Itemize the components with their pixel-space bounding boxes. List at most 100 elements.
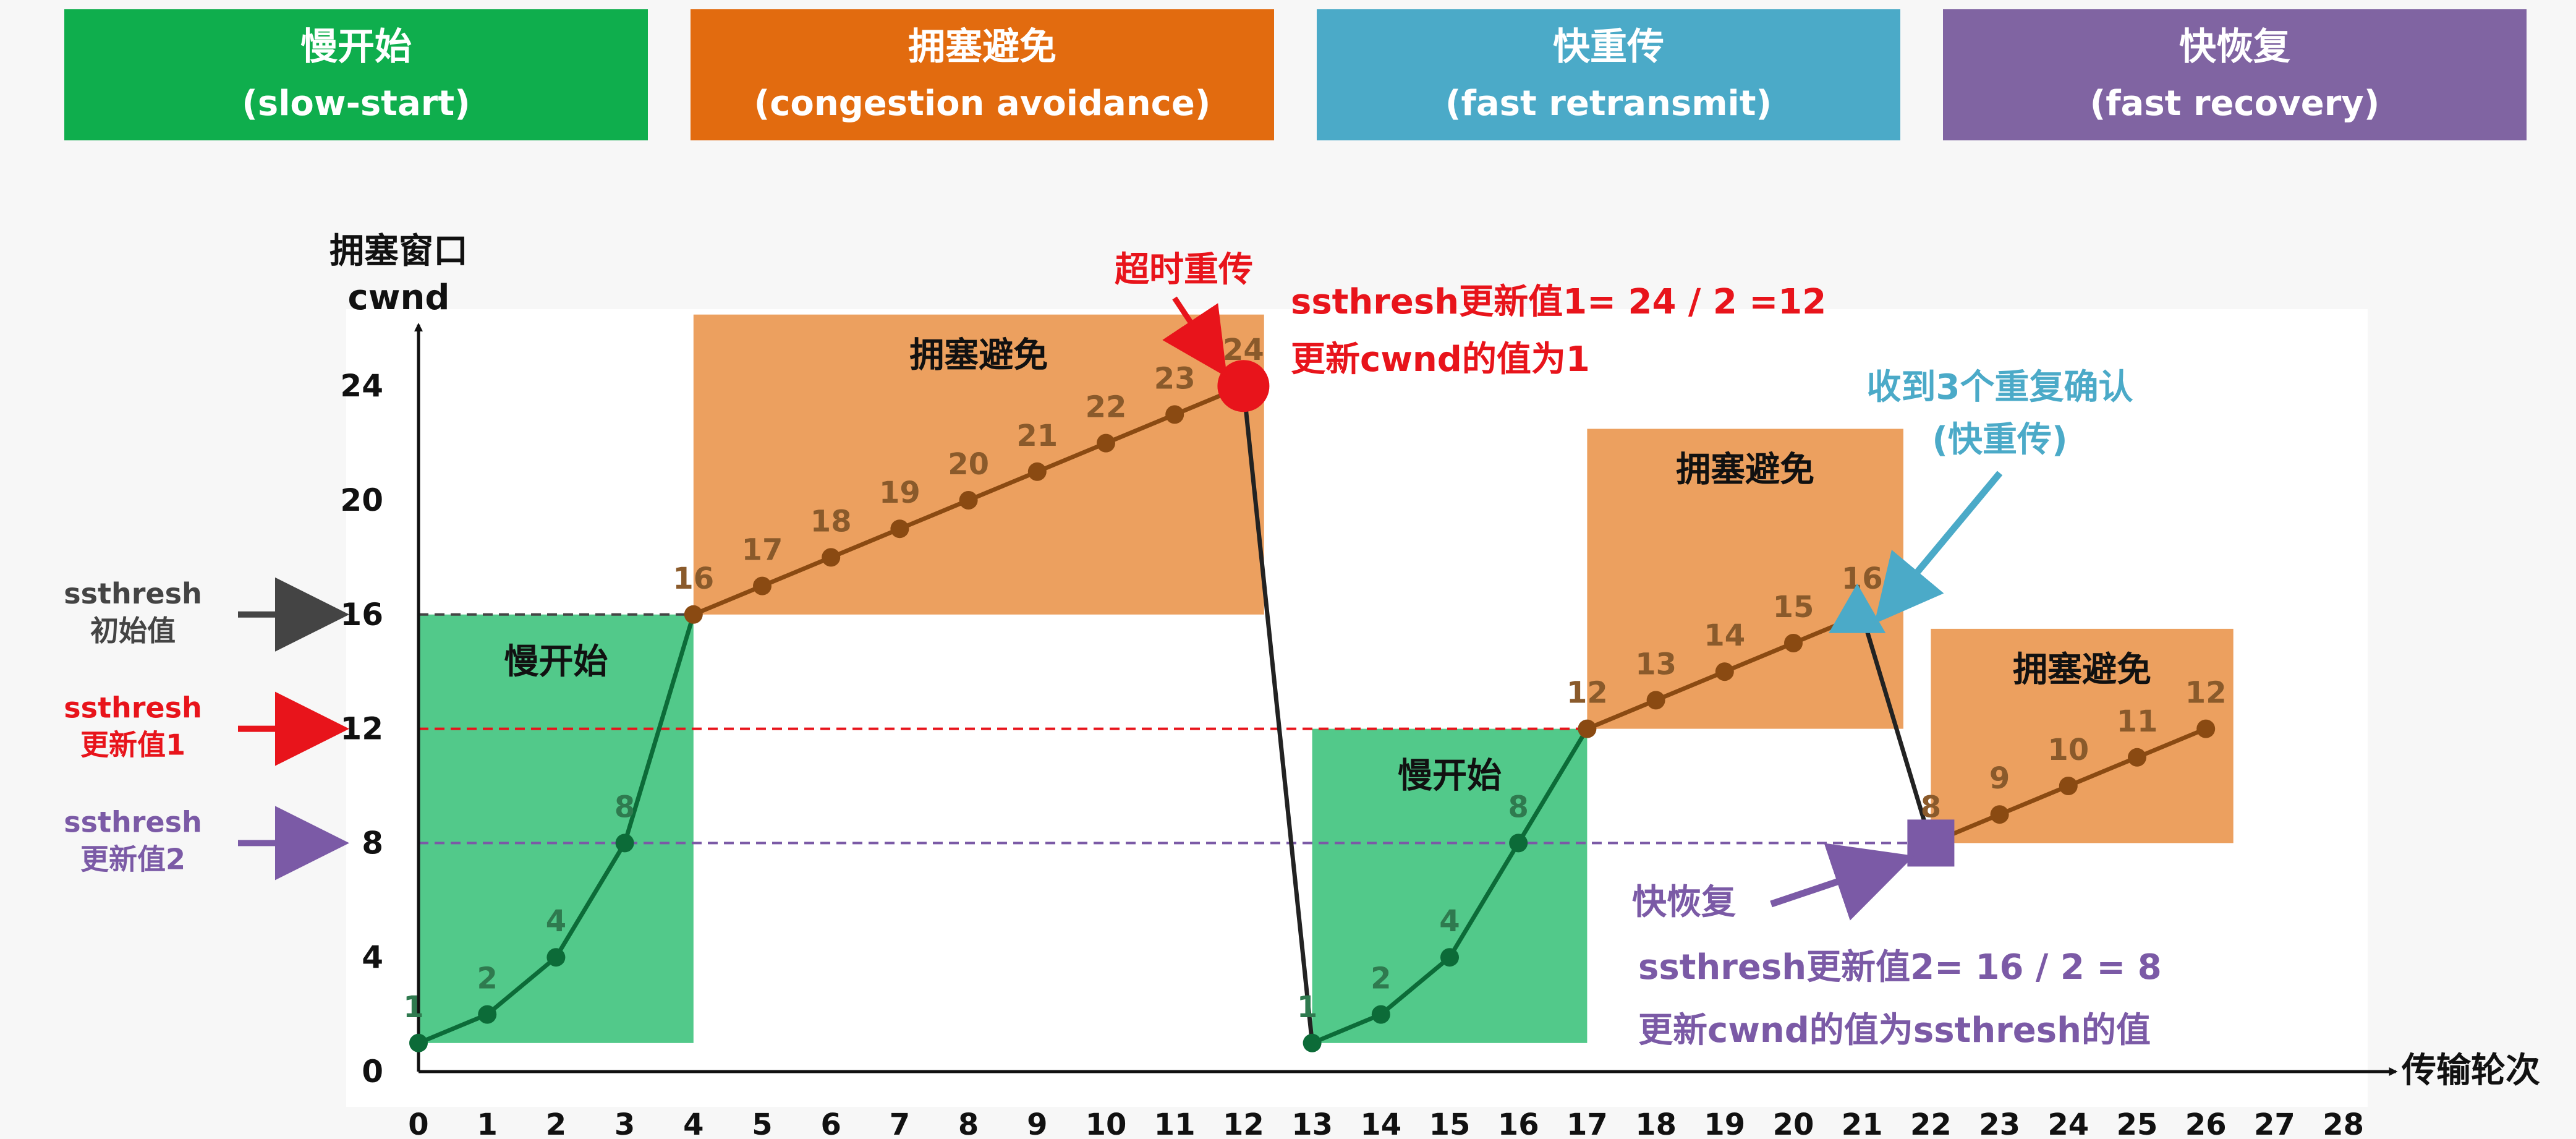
- banner-subtitle: (congestion avoidance): [754, 83, 1211, 124]
- data-point: [1303, 1033, 1322, 1052]
- point-label: 8: [614, 790, 635, 824]
- banner-fast-recovery: 快恢复 (fast recovery): [1943, 9, 2527, 140]
- fast-recovery-cwnd-note: 更新cwnd的值为ssthresh的值: [1638, 1010, 2151, 1051]
- point-label: 20: [948, 447, 989, 482]
- y-tick-label: 12: [340, 711, 383, 747]
- x-tick-label: 2: [546, 1107, 566, 1139]
- banner-title: 快重传: [1553, 25, 1664, 69]
- phase-banners: 慢开始 (slow-start) 拥塞避免 (congestion avoida…: [64, 9, 2527, 140]
- point-label: 9: [1989, 761, 2010, 796]
- point-label: 2: [1371, 962, 1391, 996]
- timeout-label: 超时重传: [1115, 250, 1253, 290]
- x-tick-label: 5: [752, 1107, 772, 1139]
- data-point: [890, 519, 909, 539]
- series-segment: [1999, 783, 2070, 817]
- data-point: [1027, 462, 1047, 481]
- x-tick-label: 14: [1360, 1107, 1401, 1139]
- point-label: 4: [546, 904, 566, 939]
- timeout-marker: [1217, 360, 1270, 412]
- banner-subtitle: (fast retransmit): [1445, 83, 1772, 124]
- x-tick-label: 8: [958, 1107, 979, 1139]
- threshold-label: ssthresh: [64, 805, 202, 838]
- region-congestion-avoidance-4: [1931, 628, 2234, 843]
- x-tick-label: 25: [2117, 1107, 2158, 1139]
- fast-recovery-annotation: 快恢复 ssthresh更新值2= 16 / 2 = 8 更新cwnd的值为ss…: [1632, 819, 2162, 1051]
- series-segment: [2136, 727, 2207, 760]
- data-point: [822, 548, 841, 567]
- x-tick-label: 7: [890, 1107, 910, 1139]
- x-tick-label: 24: [2047, 1107, 2089, 1139]
- point-label: 16: [1842, 561, 1883, 596]
- series-segment: [623, 613, 696, 844]
- data-point: [1784, 634, 1803, 652]
- series-segment: [1860, 613, 1933, 844]
- series-segment: [692, 584, 763, 617]
- series-segment: [485, 955, 558, 1017]
- fast-retransmit-marker: [1829, 583, 1886, 633]
- x-tick-label: 20: [1773, 1107, 1814, 1139]
- banner-subtitle: (fast recovery): [2090, 83, 2380, 124]
- fast-retransmit-sublabel: (快重传): [1932, 420, 2067, 460]
- point-label: 12: [1566, 676, 1608, 710]
- threshold-label-detail: 初始值: [90, 614, 176, 647]
- x-axis-label: 传输轮次: [2401, 1051, 2540, 1091]
- fast-recovery-marker: [1907, 819, 1955, 867]
- series-segment: [1105, 412, 1176, 445]
- data-point: [409, 1033, 428, 1052]
- banner-fast-retransmit: 快重传 (fast retransmit): [1317, 9, 1900, 140]
- x-tick-label: 1: [477, 1107, 497, 1139]
- y-axis-label-unit: cwnd: [348, 278, 450, 318]
- series-segment: [1448, 842, 1521, 959]
- x-tick-label: 6: [820, 1107, 841, 1139]
- region-label: 拥塞避免: [1676, 450, 1814, 490]
- cwnd-points: [409, 405, 2216, 1052]
- y-tick-label: 16: [340, 597, 383, 633]
- x-tick-label: 19: [1704, 1107, 1745, 1139]
- region-label: 慢开始: [504, 642, 608, 682]
- y-tick-label: 20: [340, 482, 383, 518]
- point-label: 11: [2117, 704, 2158, 739]
- threshold-label-detail: 更新值2: [80, 842, 185, 876]
- point-label: 21: [1016, 419, 1058, 453]
- data-point: [959, 491, 978, 510]
- point-label: 14: [1704, 618, 1745, 653]
- threshold-label-detail: 更新值1: [80, 728, 185, 762]
- series-segment: [1655, 669, 1726, 702]
- data-point: [1371, 1005, 1390, 1024]
- x-tick-label: 28: [2323, 1107, 2364, 1139]
- data-point: [1646, 691, 1665, 710]
- threshold-label: ssthresh: [64, 577, 202, 610]
- point-label: 15: [1773, 590, 1814, 625]
- region-label: 拥塞避免: [2013, 650, 2151, 690]
- data-point: [1715, 662, 1734, 681]
- point-label: 8: [1508, 790, 1528, 824]
- banner-slow-start: 慢开始 (slow-start): [64, 9, 648, 140]
- x-tick-label: 11: [1154, 1107, 1196, 1139]
- series-segment: [554, 842, 627, 959]
- x-tick-label: 26: [2185, 1107, 2227, 1139]
- series-segment: [1586, 698, 1657, 731]
- x-tick-label: 17: [1566, 1107, 1608, 1139]
- x-tick-label: 27: [2254, 1107, 2295, 1139]
- x-tick-label: 21: [1842, 1107, 1883, 1139]
- region-slow-start-2: [1312, 728, 1588, 1043]
- timeout-cwnd-note: 更新cwnd的值为1: [1291, 339, 1590, 380]
- series-segment: [830, 526, 901, 560]
- series-segment: [1379, 955, 1452, 1017]
- point-label: 2: [477, 962, 497, 996]
- series-segment: [1516, 727, 1589, 845]
- data-point: [2128, 748, 2146, 767]
- fast-recovery-label: 快恢复: [1632, 882, 1736, 923]
- point-label: 1: [403, 990, 423, 1025]
- timeout-annotation: 超时重传 ssthresh更新值1= 24 / 2 =12 更新cwnd的值为1: [1115, 250, 1826, 412]
- x-tick-label: 9: [1027, 1107, 1047, 1139]
- x-tick-label: 16: [1498, 1107, 1539, 1139]
- point-label: 16: [673, 561, 714, 596]
- x-tick-labels: 0 1 2 3 4 5 6 7 8 9 10 11 12 13 14 15 16 17 18 19 20 21 22 23 24…: [408, 1107, 2364, 1139]
- banner-congestion-avoidance: 拥塞避免 (congestion avoidance): [691, 9, 1274, 140]
- data-point: [2059, 777, 2078, 795]
- fast-retransmit-arrow: [1874, 471, 2003, 624]
- series-segment: [1311, 1012, 1382, 1046]
